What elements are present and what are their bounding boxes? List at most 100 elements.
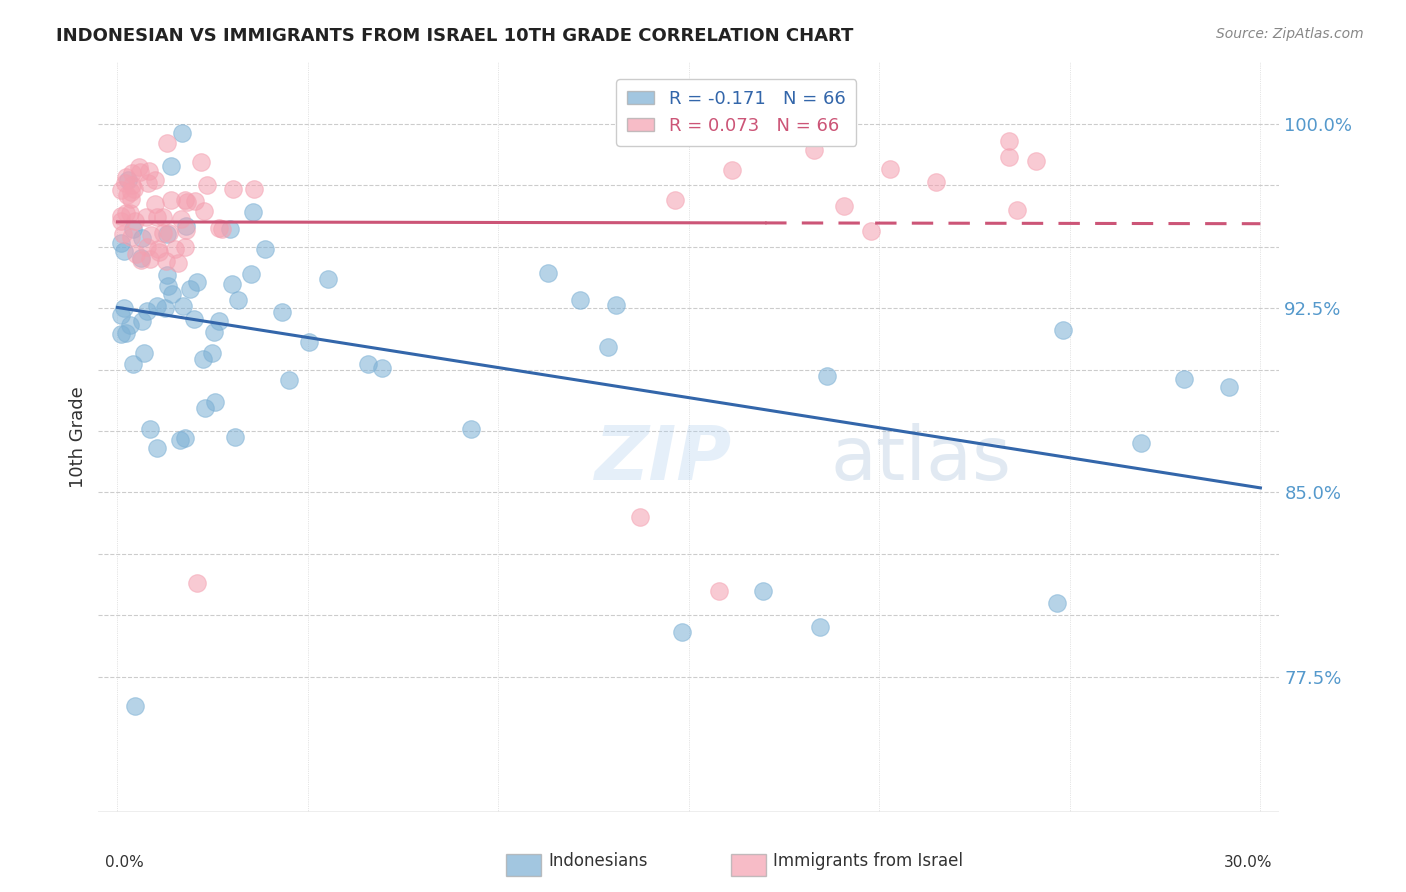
Point	[173, 194, 195, 208]
Point	[924, 175, 946, 189]
Point	[174, 431, 197, 445]
Point	[143, 173, 166, 187]
Point	[357, 357, 380, 371]
Point	[156, 268, 179, 283]
Point	[121, 166, 143, 180]
Text: 0.0%: 0.0%	[105, 855, 145, 870]
Point	[190, 154, 212, 169]
Legend: R = -0.171   N = 66, R = 0.073   N = 66: R = -0.171 N = 66, R = 0.073 N = 66	[616, 79, 856, 145]
Point	[221, 277, 243, 291]
Point	[707, 583, 730, 598]
Point	[121, 178, 143, 193]
Point	[536, 266, 558, 280]
Point	[270, 305, 292, 319]
Point	[277, 374, 299, 388]
Point	[228, 293, 250, 307]
Point	[145, 442, 167, 456]
Point	[720, 162, 742, 177]
Point	[129, 165, 152, 179]
Point	[114, 326, 136, 341]
Point	[160, 194, 183, 208]
Point	[208, 221, 231, 235]
Point	[815, 368, 838, 383]
Point	[172, 300, 194, 314]
Point	[131, 253, 153, 268]
Point	[124, 182, 146, 196]
Point	[243, 182, 266, 196]
Point	[997, 135, 1019, 149]
Point	[160, 159, 183, 173]
Point	[112, 301, 135, 316]
Point	[124, 699, 146, 714]
Point	[221, 182, 243, 196]
Point	[128, 160, 150, 174]
Text: Source: ZipAtlas.com: Source: ZipAtlas.com	[1216, 27, 1364, 41]
Point	[224, 430, 246, 444]
Point	[316, 272, 339, 286]
Point	[218, 222, 240, 236]
Point	[159, 226, 181, 240]
Point	[803, 143, 825, 157]
Point	[110, 327, 132, 342]
Point	[832, 199, 855, 213]
Point	[808, 620, 831, 634]
Point	[167, 255, 190, 269]
Point	[155, 136, 177, 151]
Point	[114, 176, 136, 190]
Point	[242, 204, 264, 219]
Point	[298, 334, 321, 349]
Point	[569, 293, 592, 307]
Point	[148, 244, 170, 259]
Point	[155, 254, 177, 268]
Point	[605, 298, 627, 312]
Point	[1130, 436, 1153, 450]
Point	[156, 227, 179, 242]
Point	[110, 214, 132, 228]
Text: INDONESIAN VS IMMIGRANTS FROM ISRAEL 10TH GRADE CORRELATION CHART: INDONESIAN VS IMMIGRANTS FROM ISRAEL 10T…	[56, 27, 853, 45]
Point	[152, 226, 174, 240]
Point	[204, 395, 226, 409]
Point	[110, 308, 132, 322]
Point	[179, 281, 201, 295]
Point	[460, 422, 482, 436]
Point	[146, 242, 169, 256]
Point	[596, 340, 619, 354]
Point	[117, 173, 139, 187]
Point	[112, 244, 135, 259]
Point	[1046, 596, 1069, 610]
Point	[129, 252, 152, 266]
Text: 30.0%: 30.0%	[1225, 855, 1272, 870]
Point	[110, 209, 132, 223]
Point	[211, 222, 233, 236]
Point	[160, 287, 183, 301]
Point	[184, 194, 207, 208]
Point	[628, 510, 651, 524]
Point	[120, 192, 142, 206]
Point	[176, 219, 198, 233]
Point	[172, 126, 194, 140]
Point	[139, 227, 162, 242]
Point	[121, 357, 143, 371]
Point	[170, 211, 193, 226]
Point	[169, 433, 191, 447]
Point	[371, 360, 394, 375]
Point	[124, 214, 146, 228]
Point	[751, 583, 773, 598]
Text: Immigrants from Israel: Immigrants from Israel	[773, 852, 963, 870]
Point	[1025, 153, 1047, 168]
Point	[183, 312, 205, 326]
Point	[201, 345, 224, 359]
Point	[153, 301, 176, 315]
Point	[115, 169, 138, 184]
Point	[120, 318, 142, 333]
Point	[139, 252, 162, 266]
Point	[1052, 323, 1074, 337]
Point	[117, 188, 139, 202]
Point	[125, 246, 148, 260]
Point	[136, 240, 159, 254]
Point	[186, 275, 208, 289]
Point	[998, 149, 1021, 163]
Point	[118, 206, 141, 220]
Point	[176, 194, 198, 209]
Point	[112, 227, 135, 242]
